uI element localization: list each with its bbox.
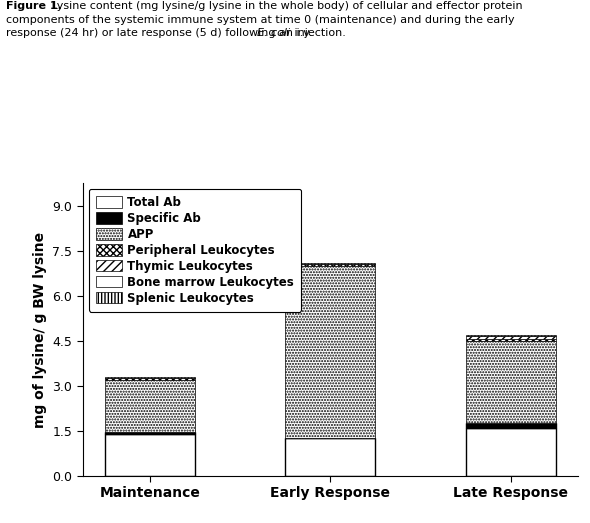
Bar [105, 380, 195, 433]
Bar [286, 264, 375, 266]
Bar [466, 423, 556, 428]
Bar [286, 438, 375, 476]
Text: Figure 1.: Figure 1. [6, 1, 62, 11]
Bar [286, 266, 375, 438]
Bar [466, 336, 556, 339]
Legend: Total Ab, Specific Ab, APP, Peripheral Leukocytes, Thymic Leukocytes, Bone marro: Total Ab, Specific Ab, APP, Peripheral L… [88, 189, 301, 312]
Bar [105, 377, 195, 378]
Bar [105, 434, 195, 476]
Bar [466, 341, 556, 423]
Bar [466, 428, 556, 476]
Text: Lysine content (mg lysine/g lysine in the whole body) of cellular and effector p: Lysine content (mg lysine/g lysine in th… [48, 1, 523, 11]
Text: E. coli: E. coli [257, 28, 290, 38]
Bar [105, 433, 195, 434]
Text: components of the systemic immune system at time 0 (maintenance) and during the : components of the systemic immune system… [6, 15, 514, 25]
Bar [105, 378, 195, 380]
Bar [466, 339, 556, 341]
Bar [466, 335, 556, 336]
Text: injection.: injection. [291, 28, 346, 38]
Bar [286, 263, 375, 264]
Text: response (24 hr) or late response (5 d) following an i.v.: response (24 hr) or late response (5 d) … [6, 28, 316, 38]
Y-axis label: mg of lysine/ g BW lysine: mg of lysine/ g BW lysine [32, 231, 47, 428]
